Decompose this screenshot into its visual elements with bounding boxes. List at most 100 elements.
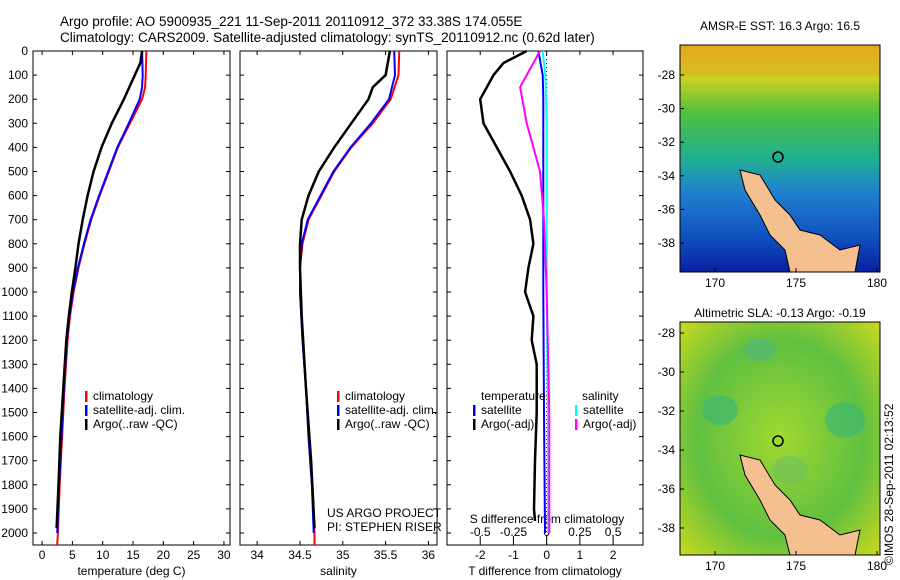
legend-label: Argo(..raw -QC) — [93, 417, 178, 431]
s-tick-label: 0.25 — [568, 525, 592, 539]
plot-frame — [32, 50, 231, 546]
x-axis-label: temperature (deg C) — [77, 564, 185, 578]
legend-swatch — [575, 419, 578, 430]
lon-tick-label: 180 — [867, 276, 887, 290]
x-tick-label: 0 — [543, 548, 550, 562]
lat-tick-label: -30 — [658, 365, 676, 379]
x-tick-label: 15 — [126, 548, 140, 562]
legend-swatch — [337, 391, 340, 402]
lon-tick-label: 170 — [705, 559, 725, 573]
depth-tick-label: 600 — [8, 189, 28, 203]
legend-label: Argo(-adj) — [481, 417, 534, 431]
project-line-1: US ARGO PROJECT — [327, 506, 442, 520]
depth-tick-label: 1400 — [1, 381, 28, 395]
lon-tick-label: 175 — [786, 559, 806, 573]
series-line-t-argo-adj- — [478, 49, 538, 522]
series-line-t-satellite — [537, 50, 546, 534]
legend-title-temperature: temperature — [481, 389, 546, 403]
s-tick-label: 0 — [543, 525, 550, 539]
depth-tick-label: 200 — [8, 92, 28, 106]
depth-tick-label: 100 — [8, 68, 28, 82]
profile-panel-3: -2 -1 0 1 2 T difference from climatology -0.5… — [446, 49, 644, 578]
depth-tick-label: 400 — [8, 140, 28, 154]
legend-swatch — [575, 405, 578, 416]
s-tick-label: -0.5 — [470, 525, 491, 539]
lat-tick-label: -36 — [658, 482, 676, 496]
lat-tick-label: -32 — [658, 404, 676, 418]
x-tick-label: 1 — [577, 548, 584, 562]
profile-panel-1: 0100200300400500600700800900100011001200… — [1, 44, 231, 578]
lon-tick-label: 170 — [705, 276, 725, 290]
x-tick-label: -1 — [508, 548, 519, 562]
series-line-argo-raw-qc- — [55, 50, 144, 529]
x-tick-label: 34.5 — [288, 548, 312, 562]
depth-tick-label: 500 — [8, 165, 28, 179]
argo-location-marker — [772, 151, 784, 163]
title-line-2: Climatology: CARS2009. Satellite-adjuste… — [60, 30, 595, 45]
series-line-s-argo-adj- — [519, 50, 551, 533]
x-tick-label: 25 — [187, 548, 201, 562]
x-tick-label: 34 — [250, 548, 264, 562]
project-line-2: PI: STEPHEN RISER — [327, 520, 442, 534]
depth-tick-label: 0 — [21, 44, 28, 58]
x-tick-label: 30 — [217, 548, 231, 562]
depth-tick-label: 1000 — [1, 285, 28, 299]
imos-credit: ©IMOS 28-Sep-2011 02:13:52 — [882, 403, 896, 565]
title-line-1: Argo profile: AO 5900935_221 11-Sep-2011… — [60, 14, 522, 29]
series-line-satellite-adj-clim- — [299, 50, 397, 534]
legend-swatch — [85, 391, 88, 402]
s-tick-label: 0.5 — [605, 525, 622, 539]
depth-tick-label: 1300 — [1, 357, 28, 371]
x-tick-label: 0 — [39, 548, 46, 562]
lat-tick-label: -36 — [658, 202, 676, 216]
legend-label: satellite-adj. clim. — [93, 403, 185, 417]
legend-label: satellite — [583, 403, 624, 417]
series-line-s-satellite — [541, 50, 549, 533]
legend-label: Argo(..raw -QC) — [345, 417, 430, 431]
legend-label: Argo(-adj) — [583, 417, 636, 431]
legend-label: satellite-adj. clim. — [345, 403, 437, 417]
depth-tick-label: 300 — [8, 116, 28, 130]
lat-tick-label: -28 — [658, 326, 676, 340]
s-tick-label: -0.25 — [500, 525, 528, 539]
sla-map: Altimetric SLA: -0.13 Argo: -0.19 — [679, 306, 881, 556]
x-tick-label: 10 — [96, 548, 110, 562]
x-tick-label: 2 — [610, 548, 617, 562]
argo-location-marker — [772, 435, 784, 447]
legend-label: climatology — [345, 389, 405, 403]
legend-swatch — [337, 405, 340, 416]
lat-tick-label: -38 — [658, 521, 676, 535]
depth-tick-label: 1500 — [1, 406, 28, 420]
land-new-zealand — [739, 169, 861, 273]
legend-swatch — [85, 419, 88, 430]
land-new-zealand — [739, 454, 861, 556]
legend-label: climatology — [93, 389, 153, 403]
depth-tick-label: 2000 — [1, 526, 28, 540]
lat-tick-label: -30 — [658, 102, 676, 116]
lon-tick-label: 180 — [867, 559, 887, 573]
x-axis-label: salinity — [320, 564, 357, 578]
profile-panel-2: 34 34.5 35 35.5 36 salinity climatologysatelli… — [239, 50, 438, 578]
x-tick-label: 5 — [69, 548, 76, 562]
legend-swatch — [473, 419, 476, 430]
x-tick-label: -2 — [475, 548, 486, 562]
sst-map: AMSR-E SST: 16.3 Argo: 16.5 — [679, 19, 881, 273]
x-tick-label: 20 — [157, 548, 171, 562]
plot-frame — [239, 50, 438, 546]
depth-tick-label: 1900 — [1, 502, 28, 516]
lat-tick-label: -28 — [658, 68, 676, 82]
x-tick-label: 36 — [422, 548, 436, 562]
depth-tick-label: 700 — [8, 213, 28, 227]
legend-label: satellite — [481, 403, 522, 417]
x-tick-label: 35 — [336, 548, 350, 562]
lon-tick-label: 175 — [786, 276, 806, 290]
depth-tick-label: 1600 — [1, 430, 28, 444]
series-line-argo-raw-qc- — [298, 50, 392, 529]
series-line-satellite-adj-clim- — [56, 50, 144, 534]
plot-frame — [446, 50, 644, 546]
depth-tick-label: 1200 — [1, 333, 28, 347]
depth-tick-label: 1700 — [1, 454, 28, 468]
x-tick-label: 35.5 — [374, 548, 398, 562]
depth-tick-label: 1100 — [2, 309, 28, 323]
lat-tick-label: -34 — [658, 169, 676, 183]
